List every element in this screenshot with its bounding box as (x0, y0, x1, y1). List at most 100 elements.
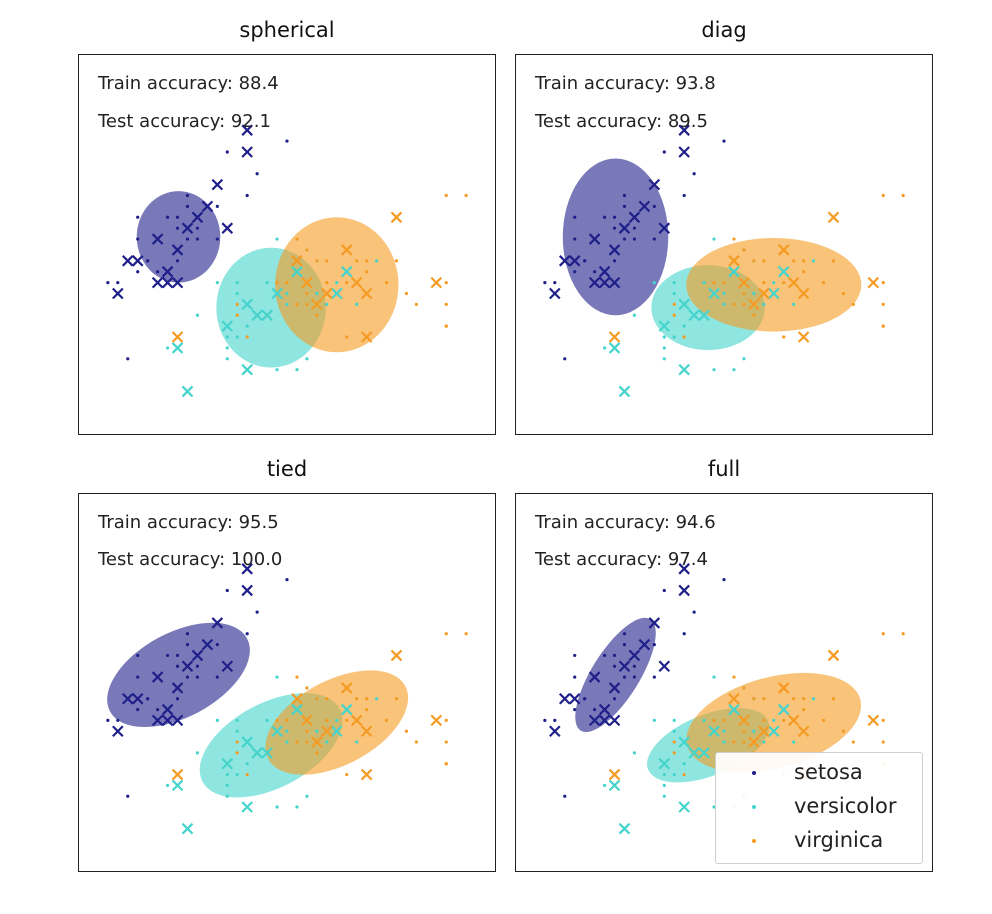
train-point (275, 368, 279, 372)
test-point (131, 255, 144, 267)
test-point (608, 331, 621, 343)
train-point (464, 632, 468, 636)
gaussian-ellipse-setosa (107, 622, 250, 728)
train-point (573, 653, 577, 658)
train-point (841, 291, 846, 296)
train-point (662, 588, 666, 593)
test-point (658, 757, 671, 770)
test-point (151, 714, 164, 727)
test-point (340, 265, 353, 278)
train-point (712, 237, 716, 241)
train-point (235, 313, 239, 317)
train-point (325, 302, 329, 306)
train-point (762, 718, 766, 722)
test-point (161, 714, 174, 727)
train-point (365, 697, 369, 701)
train-point (355, 259, 359, 263)
train-point (275, 281, 279, 285)
test-point (638, 638, 651, 651)
train-point (702, 718, 706, 722)
train-point (245, 335, 249, 339)
test-point (648, 617, 661, 629)
test-point (171, 779, 184, 792)
train-point (345, 335, 349, 339)
train-point (851, 740, 855, 744)
test-point (390, 649, 403, 662)
test-point (608, 276, 621, 289)
train-accuracy-label: Train accuracy: 95.5 (98, 512, 279, 533)
train-point (315, 697, 319, 701)
train-point (275, 675, 279, 679)
train-point (285, 281, 289, 285)
train-point (692, 172, 696, 176)
train-point (762, 302, 766, 306)
train-point (235, 751, 239, 755)
train-point (841, 729, 846, 733)
train-point (255, 610, 259, 614)
train-point (285, 729, 289, 733)
test-point (758, 287, 770, 300)
train-point (612, 259, 617, 263)
train-point (444, 281, 448, 285)
train-point (583, 259, 587, 263)
train-point (225, 357, 229, 361)
test-point (151, 671, 164, 683)
train-point (225, 772, 229, 777)
test-point (181, 385, 194, 398)
train-point (225, 346, 229, 350)
test-point (261, 309, 273, 322)
train-point (752, 697, 756, 701)
train-point (126, 794, 130, 798)
train-point (632, 751, 637, 755)
train-point (464, 193, 468, 198)
test-point (311, 736, 323, 748)
train-point (881, 324, 885, 328)
train-point (225, 783, 229, 787)
train-point (662, 357, 666, 361)
train-point (543, 281, 547, 285)
train-point (672, 729, 676, 733)
train-point (772, 718, 776, 722)
train-point (632, 664, 637, 668)
train-point (185, 193, 190, 198)
train-point (722, 740, 726, 744)
train-point (215, 237, 219, 241)
test-point (728, 692, 740, 705)
train-point (752, 313, 756, 317)
train-point (404, 291, 409, 296)
train-point (802, 259, 806, 263)
train-point (175, 259, 180, 263)
train-point (285, 302, 289, 306)
test-point (291, 265, 303, 278)
train-point (742, 302, 746, 306)
test-point (161, 265, 174, 278)
test-point (171, 714, 184, 727)
train-point (365, 707, 369, 712)
subplot-title: tied (266, 457, 308, 481)
train-point (245, 632, 249, 636)
train-accuracy-label: Train accuracy: 88.4 (98, 73, 279, 94)
test-point (777, 682, 790, 694)
train-point (345, 772, 349, 777)
train-point (732, 675, 736, 679)
test-point (340, 703, 353, 716)
train-point (325, 697, 329, 701)
train-point (116, 281, 120, 285)
test-point (241, 563, 253, 575)
test-point (291, 692, 303, 705)
test-point (658, 222, 671, 234)
train-point (394, 697, 399, 701)
test-point (241, 298, 253, 311)
train-point (772, 281, 776, 285)
train-point (404, 729, 409, 733)
train-point (662, 346, 666, 350)
train-point (821, 718, 826, 722)
train-point (682, 193, 686, 198)
train-point (742, 686, 746, 690)
test-point (618, 660, 631, 673)
subplot-diag: diag Train accuracy: 93.8 Test accuracy:… (515, 18, 933, 435)
test-point (728, 703, 740, 716)
train-point (275, 237, 279, 241)
train-point (275, 805, 279, 809)
train-point (662, 335, 666, 339)
